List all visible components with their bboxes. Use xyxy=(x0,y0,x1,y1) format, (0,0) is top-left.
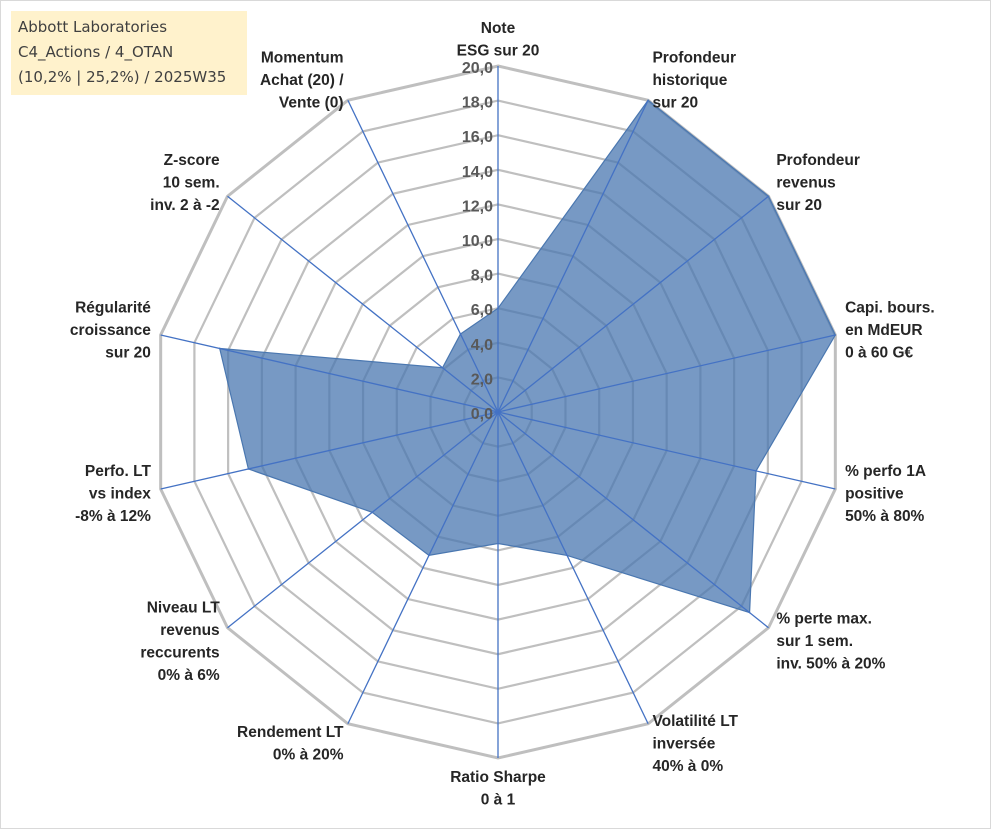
tick-label: 10,0 xyxy=(462,233,493,250)
axis-label-line: inversée xyxy=(652,735,715,752)
axis-label-line: 40% à 0% xyxy=(652,758,723,775)
axis-spoke xyxy=(497,411,769,629)
tick-label: 14,0 xyxy=(462,164,493,181)
axis-label-line: ESG sur 20 xyxy=(457,43,540,60)
axis-label-line: reccurents xyxy=(140,644,219,661)
axis-spoke xyxy=(497,411,836,490)
axis-label: Ratio Sharpe 0 à 1 xyxy=(450,769,546,809)
axis-label-line: sur 1 sem. xyxy=(776,633,853,650)
axis-label: % perte max. sur 1 sem. inv. 50% à 20% xyxy=(776,611,885,673)
radar-spokes xyxy=(160,66,836,758)
axis-label: Niveau LT revenus reccurents 0% à 6% xyxy=(140,599,220,684)
axis-label-line: Momentum xyxy=(261,50,344,67)
axis-label-line: Ratio Sharpe xyxy=(450,769,546,786)
axis-spoke xyxy=(227,411,499,629)
axis-label-line: 50% à 80% xyxy=(845,508,924,525)
tick-label: 8,0 xyxy=(471,268,493,285)
axis-label: Profondeur historique sur 20 xyxy=(652,50,736,112)
axis-spoke xyxy=(497,99,649,413)
axis-label-line: croissance xyxy=(70,322,151,339)
title-line-stats: (10,2% | 25,2%) / 2025W35 xyxy=(18,68,227,86)
axis-label-line: 10 sem. xyxy=(163,174,220,191)
axis-spoke xyxy=(227,195,499,413)
axis-label-line: Perfo. LT xyxy=(85,463,152,480)
axis-label-line: Niveau LT xyxy=(147,599,220,616)
axis-label: Volatilité LT inversée 40% à 0% xyxy=(652,713,738,775)
axis-label-line: sur 20 xyxy=(776,197,822,214)
axis-label-line: 0 à 1 xyxy=(481,792,516,809)
tick-label: 16,0 xyxy=(462,129,493,146)
axis-label-line: 0% à 20% xyxy=(273,747,344,764)
axis-label: Z-score 10 sem. inv. 2 à -2 xyxy=(150,152,220,214)
axis-label: Profondeur revenus sur 20 xyxy=(776,152,860,214)
radar-tick-labels: 0,0 2,0 4,0 6,0 8,0 10,0 12,0 14,0 16,0 18,0 20,0 xyxy=(462,60,493,423)
chart-title-box: Abbott Laboratories C4_Actions / 4_OTAN … xyxy=(11,11,247,95)
axis-label-line: inv. 2 à -2 xyxy=(150,197,220,214)
axis-spoke xyxy=(160,334,499,413)
axis-label: Perfo. LT vs index -8% à 12% xyxy=(75,463,151,525)
axis-spoke xyxy=(497,195,769,413)
title-line-company: Abbott Laboratories xyxy=(18,18,168,36)
axis-label-line: Vente (0) xyxy=(279,95,344,112)
axis-label: Capi. bours. en MdEUR 0 à 60 G€ xyxy=(845,299,935,361)
tick-label: 18,0 xyxy=(462,95,493,112)
axis-spoke xyxy=(347,99,499,413)
tick-label: 4,0 xyxy=(471,337,493,354)
axis-label: Momentum Achat (20) / Vente (0) xyxy=(260,50,344,112)
tick-label: 2,0 xyxy=(471,371,493,388)
axis-label-line: Profondeur xyxy=(652,50,736,67)
axis-label-line: en MdEUR xyxy=(845,322,923,339)
axis-label-line: Rendement LT xyxy=(237,724,344,741)
axis-label-line: Capi. bours. xyxy=(845,299,935,316)
axis-label: Régularité croissance sur 20 xyxy=(70,299,151,361)
tick-label: 12,0 xyxy=(462,198,493,215)
axis-label: Rendement LT 0% à 20% xyxy=(237,724,344,764)
axis-label-line: inv. 50% à 20% xyxy=(776,656,885,673)
axis-label-line: Achat (20) / xyxy=(260,72,344,89)
axis-spoke xyxy=(160,411,499,490)
axis-label-line: Volatilité LT xyxy=(652,713,738,730)
radar-axis-labels: Note ESG sur 20 Profondeur historique sur 20… xyxy=(70,20,935,809)
axis-label-line: % perte max. xyxy=(776,611,872,628)
axis-label: Note ESG sur 20 xyxy=(457,20,540,60)
axis-label: % perfo 1A positive 50% à 80% xyxy=(845,463,926,525)
axis-spoke xyxy=(347,411,499,725)
axis-label-line: 0% à 6% xyxy=(158,667,220,684)
axis-label-line: Profondeur xyxy=(776,152,860,169)
axis-label-line: vs index xyxy=(89,486,151,503)
axis-label-line: sur 20 xyxy=(652,95,698,112)
title-line-category: C4_Actions / 4_OTAN xyxy=(18,43,174,61)
axis-label-line: sur 20 xyxy=(105,344,151,361)
tick-label: 0,0 xyxy=(471,406,493,423)
axis-label-line: revenus xyxy=(776,174,835,191)
axis-label-line: Z-score xyxy=(164,152,220,169)
axis-label-line: Note xyxy=(481,20,516,37)
axis-label-line: positive xyxy=(845,486,904,503)
axis-spoke xyxy=(497,334,836,413)
axis-label-line: % perfo 1A xyxy=(845,463,926,480)
axis-label-line: -8% à 12% xyxy=(75,508,151,525)
axis-label-line: historique xyxy=(652,72,727,89)
tick-label: 20,0 xyxy=(462,60,493,77)
axis-spoke xyxy=(497,411,649,725)
axis-label-line: Régularité xyxy=(75,299,151,316)
axis-label-line: 0 à 60 G€ xyxy=(845,344,913,361)
axis-label-line: revenus xyxy=(160,622,219,639)
tick-label: 6,0 xyxy=(471,302,493,319)
